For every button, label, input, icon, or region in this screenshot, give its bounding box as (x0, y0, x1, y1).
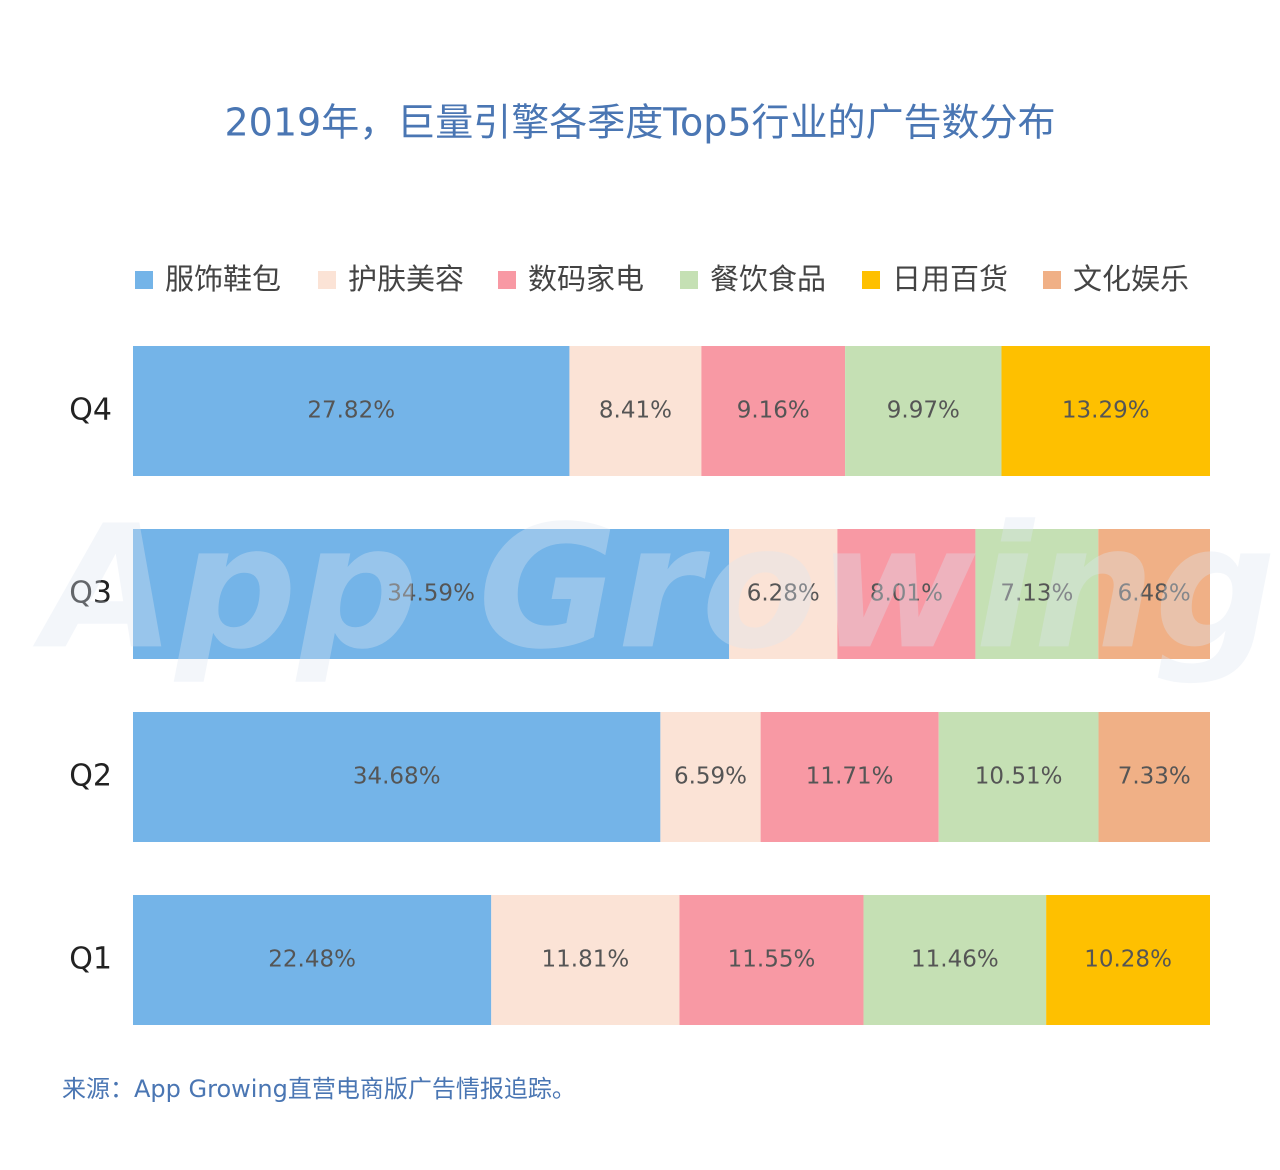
value-label: 34.68% (353, 764, 441, 790)
value-label: 13.29% (1062, 398, 1150, 424)
watermark: App Growing (32, 489, 1276, 687)
value-label: 8.41% (599, 398, 672, 424)
bar-segment (701, 346, 846, 476)
bar-segment (837, 529, 976, 659)
value-label: 6.28% (747, 581, 820, 607)
chart-title: 2019年，巨量引擎各季度Top5行业的广告数分布 (224, 101, 1055, 145)
value-label: 7.33% (1118, 764, 1191, 790)
legend-label: 日用百货 (892, 262, 1008, 296)
category-label: Q2 (69, 759, 112, 794)
value-label: 22.48% (268, 947, 356, 973)
value-label: 34.59% (387, 581, 475, 607)
bar-segment (133, 346, 570, 476)
bar-segment (938, 712, 1099, 842)
value-label: 11.81% (542, 947, 630, 973)
bar-segment (491, 895, 680, 1025)
bar-segment (1098, 529, 1210, 659)
bar-segment (133, 529, 730, 659)
bar-segment (1001, 346, 1210, 476)
bar-segment (133, 712, 661, 842)
bar-segment (845, 346, 1002, 476)
value-label: 7.13% (1000, 581, 1073, 607)
bar-segment (660, 712, 761, 842)
value-label: 9.16% (737, 398, 810, 424)
legend-label: 服饰鞋包 (165, 262, 281, 296)
bar-segment (133, 895, 492, 1025)
legend-swatch (680, 271, 698, 289)
legend-swatch (135, 271, 153, 289)
bar-segment (679, 895, 864, 1025)
value-label: 6.59% (674, 764, 747, 790)
bar-segment (569, 346, 702, 476)
value-label: 27.82% (307, 398, 395, 424)
value-label: 6.48% (1118, 581, 1191, 607)
bar-segment (975, 529, 1099, 659)
category-label: Q4 (69, 393, 112, 428)
legend-swatch (318, 271, 336, 289)
value-label: 9.97% (887, 398, 960, 424)
legend-label: 餐饮食品 (710, 262, 826, 296)
legend-swatch (498, 271, 516, 289)
value-label: 10.28% (1084, 947, 1172, 973)
legend-swatch (862, 271, 880, 289)
value-label: 10.51% (975, 764, 1063, 790)
category-label: Q1 (69, 942, 112, 977)
value-label: 11.46% (911, 947, 999, 973)
bar-segment (760, 712, 939, 842)
bar-segment (729, 529, 838, 659)
legend-label: 文化娱乐 (1073, 262, 1189, 296)
value-label: 8.01% (870, 581, 943, 607)
bar-segment (863, 895, 1047, 1025)
source-note: 来源：App Growing直营电商版广告情报追踪。 (62, 1075, 576, 1103)
value-label: 11.71% (806, 764, 894, 790)
legend-swatch (1043, 271, 1061, 289)
category-label: Q3 (69, 576, 112, 611)
legend-label: 数码家电 (528, 262, 644, 296)
legend-label: 护肤美容 (348, 262, 464, 296)
bar-segment (1098, 712, 1210, 842)
value-label: 11.55% (728, 947, 816, 973)
bar-segment (1046, 895, 1210, 1025)
